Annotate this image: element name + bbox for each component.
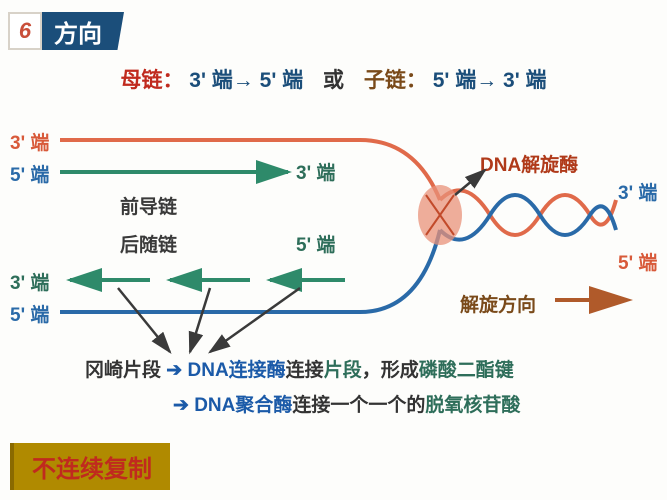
title-bar: 6 方向 bbox=[8, 12, 124, 50]
arrow-icon: ➔ bbox=[166, 360, 182, 381]
parent-label: 母链： bbox=[120, 69, 183, 92]
arrow-icon: ➔ bbox=[173, 395, 189, 416]
form-text: ，形成 bbox=[362, 360, 419, 381]
polymerase-caption: ➔ DNA聚合酶连接一个一个的脱氧核苷酸 bbox=[173, 390, 520, 417]
subtitle: 母链： 3' 端→ 5' 端 或 子链： 5' 端→ 3' 端 bbox=[0, 64, 667, 94]
bottom-3-end: 3' 端 bbox=[10, 268, 49, 295]
lagging-strand-label: 后随链 bbox=[120, 230, 177, 257]
polymerase-label: DNA聚合酶 bbox=[194, 395, 292, 416]
ligase-label: DNA连接酶 bbox=[188, 360, 286, 381]
title-number: 6 bbox=[8, 12, 42, 50]
lagging-5-end: 5' 端 bbox=[296, 230, 335, 257]
bond-text: 磷酸二酯键 bbox=[419, 360, 514, 381]
footer-badge: 不连续复制 bbox=[10, 443, 170, 490]
okazaki-label: 冈崎片段 bbox=[85, 360, 161, 381]
child-label: 子链： bbox=[364, 69, 427, 92]
fragment-text: 片段 bbox=[324, 360, 362, 381]
or-label: 或 bbox=[323, 69, 344, 92]
title-text: 方向 bbox=[42, 12, 124, 50]
top-5-end: 5' 端 bbox=[10, 160, 49, 187]
connect-text: 连接 bbox=[286, 360, 324, 381]
leading-3-end: 3' 端 bbox=[296, 158, 335, 185]
okazaki-caption: 冈崎片段 ➔ DNA连接酶连接片段，形成磷酸二酯键 bbox=[85, 355, 514, 382]
child-direction: 5' 端→ 3' 端 bbox=[433, 69, 547, 92]
top-3-end: 3' 端 bbox=[10, 128, 49, 155]
nucleotide-text: 脱氧核苷酸 bbox=[425, 395, 520, 416]
helicase-label: DNA解旋酶 bbox=[480, 150, 578, 177]
unwind-direction-label: 解旋方向 bbox=[460, 290, 536, 317]
connect-each-text: 连接一个一个的 bbox=[292, 395, 425, 416]
right-3-end: 3' 端 bbox=[618, 178, 657, 205]
leading-strand-label: 前导链 bbox=[120, 192, 177, 219]
bottom-5-end: 5' 端 bbox=[10, 300, 49, 327]
parent-direction: 3' 端→ 5' 端 bbox=[189, 69, 303, 92]
right-5-end: 5' 端 bbox=[618, 248, 657, 275]
